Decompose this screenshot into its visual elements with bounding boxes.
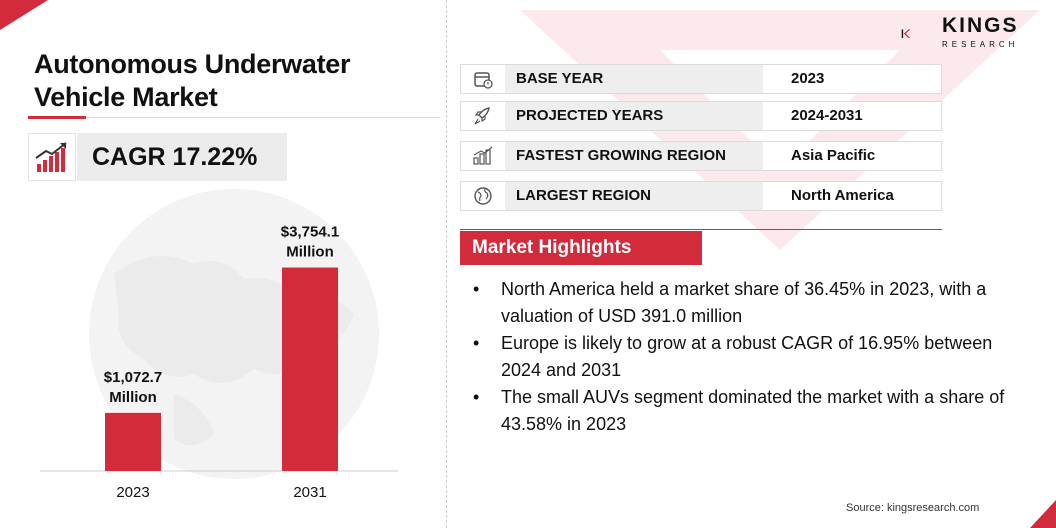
growth-region-icon (461, 142, 505, 170)
highlight-item: North America held a market share of 36.… (470, 276, 1030, 330)
data-label-unit: Million (286, 244, 334, 261)
info-label: PROJECTED YEARS (505, 102, 763, 130)
info-value: Asia Pacific (791, 147, 876, 164)
market-size-bar-chart: $1,072.7 Million 2023 $3,754.1 Million 2031 (40, 224, 398, 501)
highlights-list: North America held a market share of 36.… (470, 276, 1030, 438)
brand-tagline: RESEARCH (942, 40, 1019, 49)
page-title-line-1: Autonomous Underwater (34, 49, 351, 79)
info-row-projected-years: PROJECTED YEARS 2024-2031 (460, 101, 942, 131)
bar-2023 (105, 412, 161, 471)
info-row-fastest-growing-region: FASTEST GROWING REGION Asia Pacific (460, 141, 942, 171)
page-title: Autonomous Underwater Vehicle Market (34, 48, 434, 114)
info-row-largest-region: LARGEST REGION North America (460, 181, 942, 211)
market-highlights-heading: Market Highlights (460, 231, 702, 265)
title-rule (28, 117, 440, 118)
info-label: LARGEST REGION (505, 182, 763, 210)
info-value: North America (791, 187, 894, 204)
brand-name: KINGS (942, 14, 1019, 37)
corner-accent-bottom-right (1030, 500, 1056, 528)
cagr-value: CAGR 17.22% (77, 133, 287, 181)
data-label-unit: Million (109, 389, 157, 406)
growth-chart-icon (28, 133, 76, 181)
panel-divider (446, 0, 447, 528)
data-label-value: $3,754.1 (281, 224, 339, 241)
globe-icon (461, 182, 505, 210)
info-label: BASE YEAR (505, 65, 763, 93)
rocket-icon (461, 102, 505, 130)
info-label: FASTEST GROWING REGION (505, 142, 763, 170)
corner-accent-top-left (0, 0, 48, 30)
page-title-line-2: Vehicle Market (34, 82, 218, 112)
info-value: 2024-2031 (791, 107, 863, 124)
x-tick-label: 2023 (116, 484, 149, 501)
highlight-item: The small AUVs segment dominated the mar… (470, 384, 1030, 438)
data-label-value: $1,072.7 (104, 369, 162, 386)
x-tick-label: 2031 (293, 484, 326, 501)
title-rule-accent (28, 116, 86, 119)
info-row-base-year: BASE YEAR 2023 (460, 64, 942, 94)
info-value: 2023 (791, 70, 825, 87)
bar-2031 (282, 267, 338, 471)
highlight-item: Europe is likely to grow at a robust CAG… (470, 330, 1030, 384)
calendar-icon (461, 65, 505, 93)
kings-logo-icon (901, 29, 911, 38)
highlights-rule (460, 229, 942, 230)
source-note: Source: kingsresearch.com (846, 502, 980, 514)
